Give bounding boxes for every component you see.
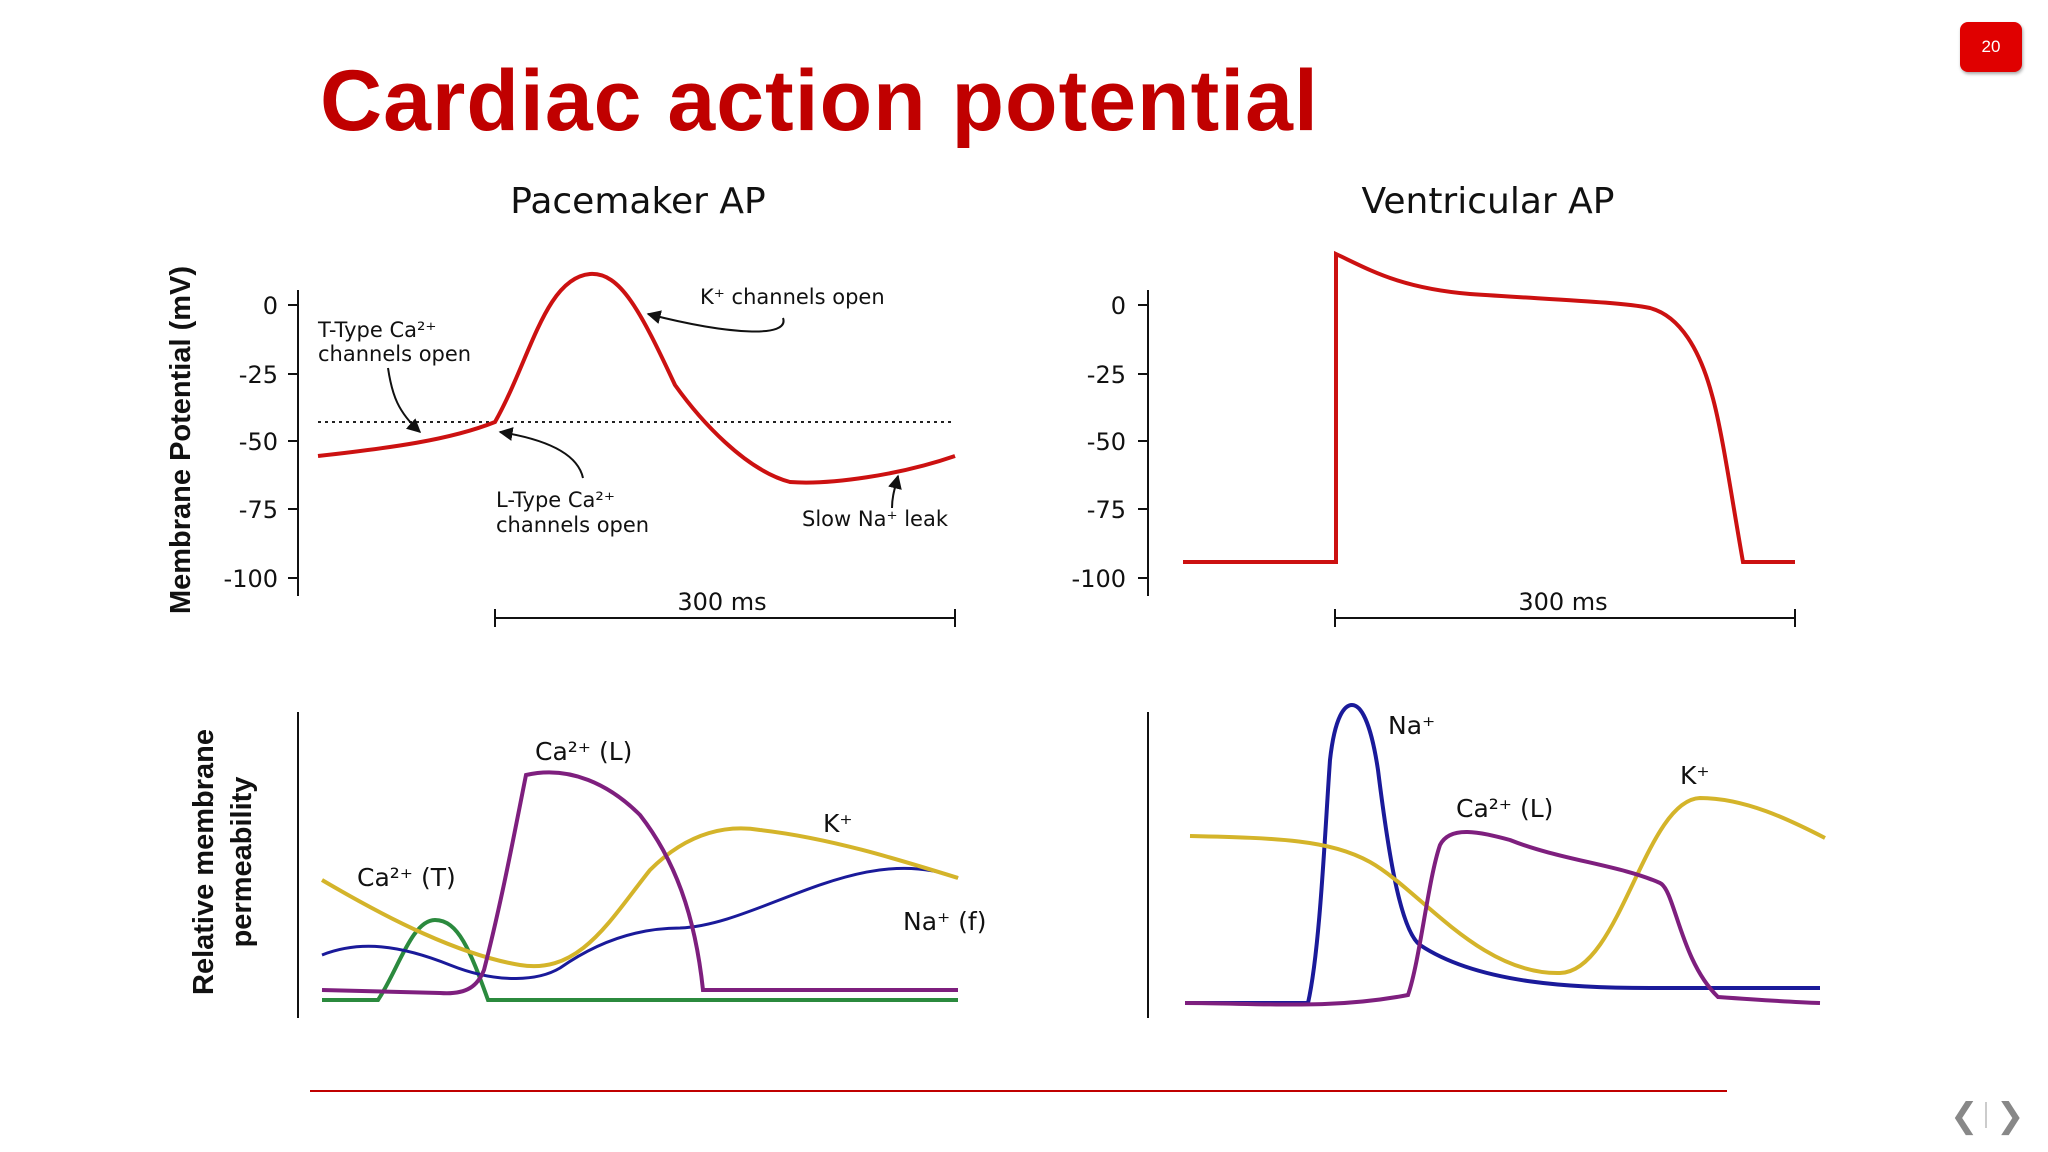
pacemaker-k-curve (320, 826, 959, 969)
ventricular-ca-l-curve (1184, 830, 1821, 1007)
ventricular-y-ticks: 0 -25 -50 -75 -100 (1072, 292, 1148, 593)
slide-title: Cardiac action potential (320, 53, 1319, 149)
pacemaker-na-f-curve (321, 866, 959, 980)
pacemaker-y-ticks: 0 -25 -50 -75 -100 (224, 292, 298, 593)
ventricular-ytick-1: -25 (1087, 361, 1126, 389)
annotation-t-type-line1: T-Type Ca²⁺ (317, 318, 437, 342)
next-slide-icon[interactable]: ❯ (1996, 1096, 2025, 1136)
ventricular-scale-label: 300 ms (1518, 588, 1607, 616)
pacemaker-ap-panel: Membrane Potential (mV) 0 -25 -50 -75 -1… (165, 266, 956, 627)
pacemaker-ytick-3: -75 (239, 496, 278, 524)
annotation-l-type: L-Type Ca²⁺ channels open (496, 427, 649, 537)
pacemaker-y-axis-label: Membrane Potential (mV) (165, 266, 197, 614)
ventricular-ytick-3: -75 (1087, 496, 1126, 524)
permeability-y-label-line2: permeability (226, 777, 258, 948)
pacemaker-ca-l-label: Ca²⁺ (L) (535, 737, 632, 766)
pacemaker-title: Pacemaker AP (510, 181, 766, 222)
pacemaker-ca-t-label: Ca²⁺ (T) (357, 863, 456, 892)
annotation-t-type: T-Type Ca²⁺ channels open (317, 318, 471, 433)
ventricular-na-curve (1185, 702, 1820, 1005)
annotation-k-open-text: K⁺ channels open (700, 285, 885, 309)
nav-separator (1985, 1102, 1987, 1128)
ventricular-k-label: K⁺ (1680, 761, 1710, 790)
annotation-l-type-line1: L-Type Ca²⁺ (496, 488, 615, 512)
ventricular-scale-bar: 300 ms (1334, 588, 1796, 627)
ventricular-ap-curve (1183, 250, 1795, 564)
annotation-k-open: K⁺ channels open (646, 285, 885, 333)
pacemaker-ca-l-curve (321, 770, 958, 996)
pacemaker-scale-label: 300 ms (677, 588, 766, 616)
ventricular-title: Ventricular AP (1362, 181, 1615, 222)
ventricular-ytick-4: -100 (1072, 565, 1126, 593)
permeability-y-label-line1: Relative membrane (188, 729, 220, 995)
pacemaker-ytick-0: 0 (263, 292, 278, 320)
pacemaker-ytick-2: -50 (239, 428, 278, 456)
page-number-badge: 20 (1960, 22, 2022, 72)
ventricular-ap-panel: 0 -25 -50 -75 -100 300 ms (1072, 250, 1796, 627)
annotation-na-leak-text: Slow Na⁺ leak (802, 507, 949, 531)
ventricular-na-label: Na⁺ (1388, 711, 1435, 740)
pacemaker-ytick-1: -25 (239, 361, 278, 389)
pacemaker-permeability-panel: Relative membrane permeability Ca²⁺ (L) … (188, 712, 986, 1018)
pacemaker-scale-bar: 300 ms (494, 588, 956, 627)
ventricular-ca-l-label: Ca²⁺ (L) (1456, 794, 1553, 823)
ventricular-permeability-panel: Na⁺ Ca²⁺ (L) K⁺ (1147, 702, 1826, 1018)
ventricular-k-curve (1189, 795, 1826, 976)
pacemaker-k-label: K⁺ (823, 809, 853, 838)
annotation-na-leak: Slow Na⁺ leak (802, 474, 949, 531)
ventricular-ytick-0: 0 (1111, 292, 1126, 320)
annotation-l-type-line2: channels open (496, 513, 649, 537)
previous-slide-icon[interactable]: ❮ (1950, 1096, 1979, 1136)
annotation-t-type-line2: channels open (318, 342, 471, 366)
pacemaker-ytick-4: -100 (224, 565, 278, 593)
pacemaker-ap-curve (317, 271, 956, 485)
pacemaker-ca-t-curve (322, 917, 958, 1002)
pacemaker-na-f-label: Na⁺ (f) (903, 907, 986, 936)
ventricular-ytick-2: -50 (1087, 428, 1126, 456)
